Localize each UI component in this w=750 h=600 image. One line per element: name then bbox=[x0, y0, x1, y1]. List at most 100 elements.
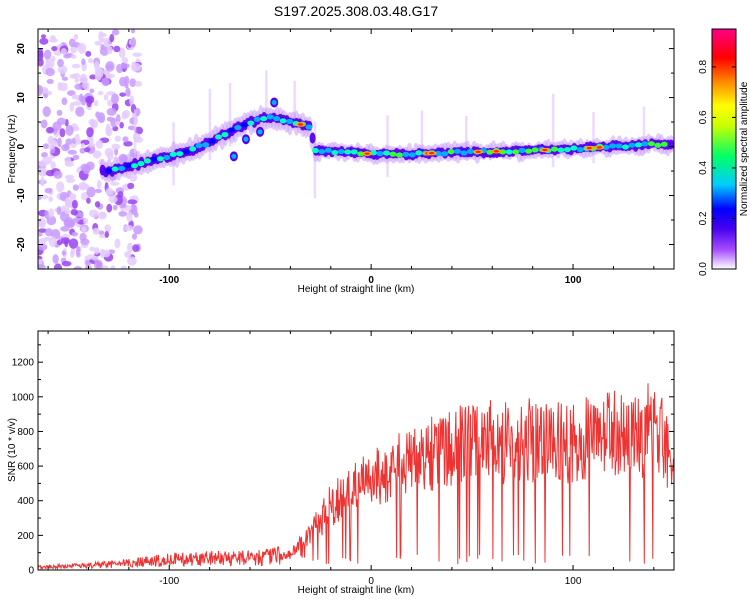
spectrogram-noise-blob bbox=[61, 144, 70, 152]
spectrogram-noise-blob bbox=[132, 244, 140, 252]
spectrogram-noise-blob bbox=[42, 106, 51, 117]
spectrogram-noise-blob bbox=[94, 71, 102, 82]
spectrogram-noise-blob bbox=[38, 84, 44, 96]
spectrogram-noise-blob bbox=[78, 93, 84, 103]
spectrogram-noise-blob bbox=[97, 90, 104, 96]
ridge-core bbox=[118, 165, 126, 172]
spectrogram-noise-blob bbox=[103, 94, 109, 101]
ridge-core bbox=[195, 143, 203, 149]
spectrogram-noise-blob bbox=[110, 265, 116, 269]
spectrogram-noise-blob bbox=[79, 232, 87, 242]
ridge-hotspot-core bbox=[493, 150, 499, 153]
spectrogram-noise-blob bbox=[61, 76, 68, 81]
spectrogram-noise-blob bbox=[93, 100, 99, 107]
branch-blob-core bbox=[257, 129, 263, 135]
spectrogram-noise-blob bbox=[63, 53, 72, 59]
spectrogram-noise-blob bbox=[92, 227, 100, 235]
spectrogram-streak bbox=[642, 106, 646, 156]
spectrogram-noise-blob bbox=[38, 238, 47, 246]
ridge-core bbox=[143, 158, 151, 164]
spectrogram-noise-blob bbox=[119, 121, 124, 129]
spectrogram-noise-blob bbox=[60, 48, 67, 55]
spectrogram-noise-blob bbox=[44, 187, 53, 194]
ridge-core bbox=[221, 132, 229, 138]
spectrogram-ytick-label: 20 bbox=[16, 43, 27, 55]
ridge-core bbox=[234, 124, 242, 131]
spectrogram-noise-blob bbox=[111, 143, 121, 150]
ridge-core bbox=[505, 149, 513, 155]
spectrogram-noise-blob bbox=[65, 138, 73, 145]
spectrogram-noise-blob bbox=[85, 95, 95, 104]
ridge-core bbox=[324, 147, 332, 153]
spectrogram-noise-blob bbox=[73, 33, 79, 41]
ridge-core bbox=[408, 152, 416, 158]
ridge-core bbox=[615, 143, 623, 149]
ridge-core bbox=[460, 150, 468, 156]
spectrogram-noise-blob bbox=[89, 246, 95, 252]
ridge-core bbox=[466, 148, 474, 155]
spectrogram-noise-blob bbox=[57, 65, 68, 74]
spectrogram-noise-blob bbox=[93, 247, 100, 255]
spectrogram-noise-blob bbox=[48, 196, 53, 202]
spectrogram-noise-blob bbox=[71, 64, 81, 69]
spectrogram-noise-blob bbox=[50, 161, 56, 170]
spectrogram-noise-blob bbox=[110, 117, 118, 128]
ridge-core bbox=[499, 149, 507, 155]
spectrogram-noise-blob bbox=[41, 194, 49, 200]
ridge-core bbox=[156, 156, 164, 162]
spectrogram-streak bbox=[133, 109, 137, 163]
spectrogram-ylabel: Frequency (Hz) bbox=[7, 115, 18, 184]
ridge-core bbox=[318, 148, 326, 155]
snr-ytick-label: 800 bbox=[17, 427, 34, 438]
spectrogram-noise-blob bbox=[98, 230, 105, 235]
ridge-core bbox=[628, 142, 636, 148]
spectrogram-noise-blob bbox=[53, 170, 63, 179]
spectrogram-noise-blob bbox=[83, 147, 91, 153]
spectrogram-noise-blob bbox=[78, 212, 84, 218]
ridge-core bbox=[337, 148, 345, 155]
ridge-core bbox=[357, 151, 365, 157]
ridge-core bbox=[641, 141, 649, 147]
spectrogram-noise-blob bbox=[39, 217, 45, 228]
spectrogram-noise-blob bbox=[106, 203, 113, 213]
ridge-core bbox=[570, 145, 578, 151]
spectrogram-noise-blob bbox=[47, 208, 55, 218]
snr-ylabel: SNR (10 * v/v) bbox=[7, 418, 18, 482]
spectrogram-streak bbox=[420, 110, 424, 158]
ridge-core bbox=[602, 144, 610, 150]
spectrogram-noise-blob bbox=[51, 46, 58, 52]
ridge-core bbox=[208, 138, 216, 144]
spectrogram-noise-blob bbox=[72, 73, 81, 79]
snr-ytick-label: 0 bbox=[28, 566, 34, 577]
ridge-core bbox=[531, 147, 539, 153]
spectrogram-noise-blob bbox=[38, 231, 43, 237]
spectrogram-noise-blob bbox=[100, 44, 105, 50]
ridge-core bbox=[415, 150, 423, 156]
ridge-core bbox=[518, 147, 526, 153]
spectrogram-streak bbox=[465, 115, 468, 161]
ridge-core bbox=[189, 146, 197, 152]
spectrogram-noise-blob bbox=[86, 186, 96, 198]
snr-xtick-label: -100 bbox=[159, 576, 179, 587]
ridge-hotspot-core bbox=[364, 152, 370, 155]
spectrogram-noise-blob bbox=[71, 199, 78, 209]
spectrogram-noise-blob bbox=[94, 188, 103, 194]
ridge-core bbox=[557, 147, 565, 153]
ridge-core bbox=[382, 150, 390, 156]
snr-ytick-label: 1000 bbox=[12, 392, 35, 403]
ridge-core bbox=[202, 142, 210, 148]
spectrogram-noise-blob bbox=[132, 52, 142, 57]
ridge-core bbox=[253, 116, 261, 122]
ridge-core bbox=[395, 152, 403, 158]
spectrogram-noise-blob bbox=[72, 184, 79, 191]
spectrogram-noise-blob bbox=[95, 139, 104, 149]
ridge-core bbox=[305, 124, 313, 130]
spectrogram-ytick-label: -20 bbox=[16, 237, 27, 252]
spectrogram-noise-blob bbox=[69, 142, 77, 149]
spectrogram-noise-blob bbox=[81, 58, 86, 66]
spectrogram-noise-blob bbox=[114, 135, 121, 142]
spectrogram-noise-blob bbox=[96, 179, 102, 189]
ridge-core bbox=[350, 149, 358, 155]
spectrogram-noise-blob bbox=[82, 80, 88, 90]
spectrogram-noise-blob bbox=[112, 204, 118, 211]
